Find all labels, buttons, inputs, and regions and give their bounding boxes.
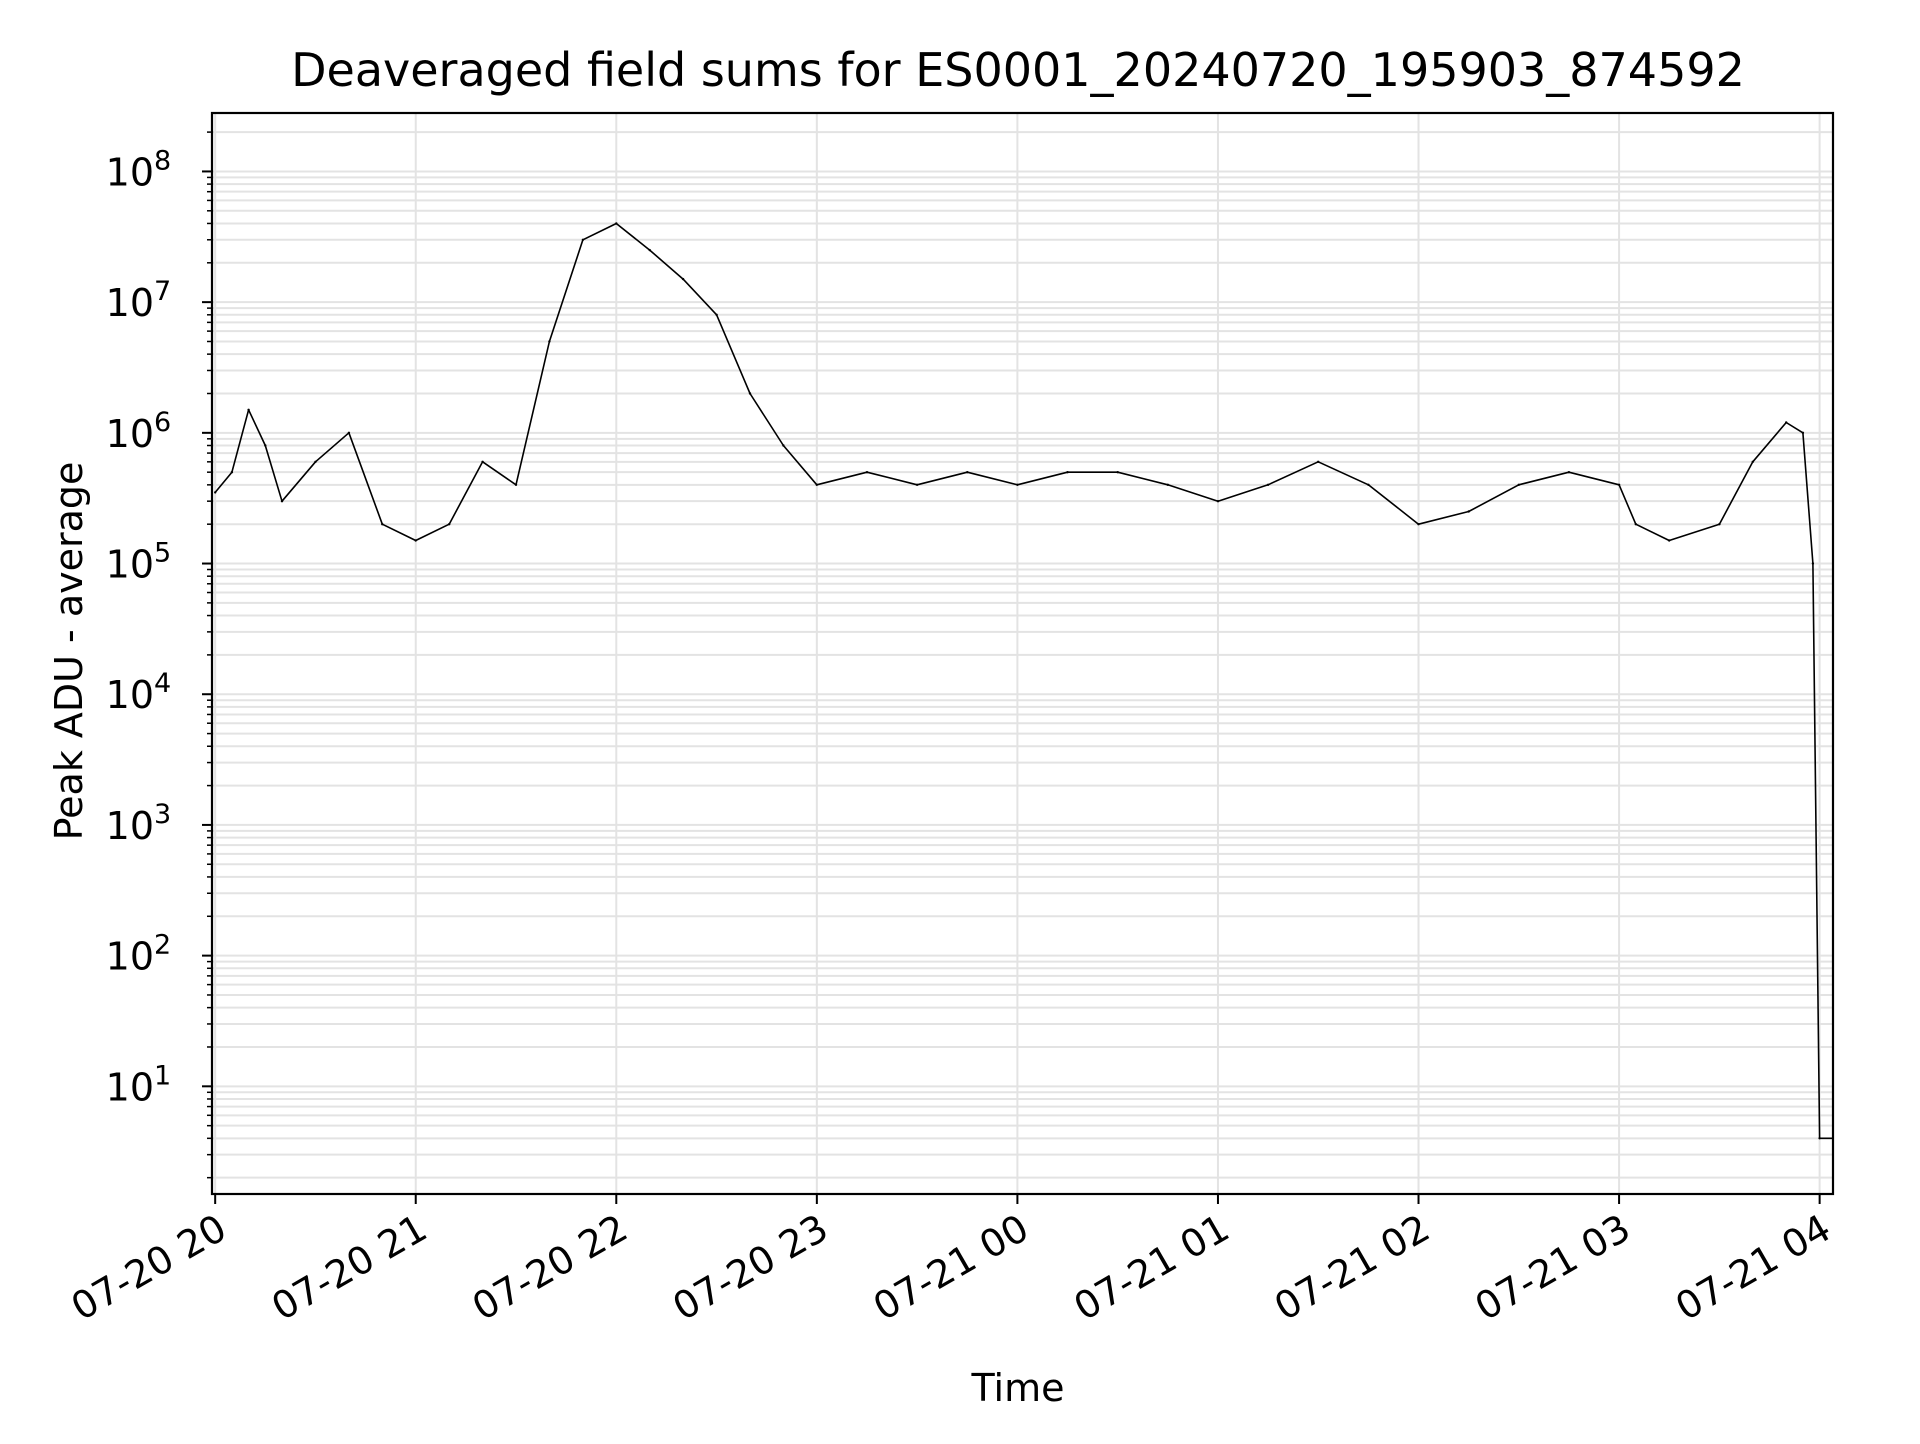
data-point [1718,523,1721,526]
data-point [1417,523,1420,526]
data-point [1801,431,1805,434]
x-tick-label: 07-20 21 [264,1206,434,1330]
x-tick-label: 07-20 20 [64,1206,234,1330]
data-point [648,248,651,252]
data-point [514,483,518,486]
data-point [314,460,317,463]
y-tick-exponent: 4 [154,668,171,699]
y-tick-label: 10 [106,412,154,456]
grid-lines [212,113,1833,1194]
y-tick-exponent: 5 [154,538,171,569]
data-point [1367,483,1370,486]
data-point [1116,471,1119,474]
data-point [1166,483,1170,486]
data-point [280,500,284,503]
y-tick-exponent: 6 [154,407,171,438]
data-point [1066,471,1069,474]
plot-area [214,222,1833,1140]
data-point [782,444,785,447]
data-point [214,491,217,494]
data-point [715,313,718,316]
data-point [815,483,818,486]
y-tick-exponent: 1 [154,1060,171,1091]
data-point [581,238,585,241]
y-tick-exponent: 2 [154,930,171,961]
data-point [1634,523,1638,526]
y-tick-label: 10 [106,1065,154,1109]
data-point [1266,483,1270,486]
data-point [1216,500,1220,503]
data-point [1818,1137,1821,1140]
y-tick-label: 10 [106,150,154,194]
data-point [681,277,685,281]
y-tick-label: 10 [106,935,154,979]
data-point [448,523,451,526]
data-point [966,471,969,474]
x-tick-label: 07-21 02 [1267,1206,1437,1330]
data-point [230,471,234,474]
data-point [1811,562,1815,565]
data-point [1317,460,1320,463]
data-point [1567,471,1571,474]
y-tick-label: 10 [106,804,154,848]
y-tick-exponent: 3 [154,799,171,830]
x-tick-label: 07-21 04 [1668,1206,1838,1330]
data-point [548,340,551,343]
data-point [347,431,351,434]
y-tick-label: 10 [106,281,154,325]
y-tick-exponent: 7 [154,276,171,307]
data-point [615,222,618,225]
x-tick-label: 07-20 23 [665,1206,835,1330]
data-point [1668,539,1671,542]
chart-title: Deaveraged field sums for ES0001_2024072… [291,43,1745,97]
y-tick-label: 10 [106,673,154,717]
data-point [1517,483,1521,486]
data-point [1751,460,1755,463]
y-tick-label: 10 [106,543,154,587]
data-point [247,408,250,411]
axes-frame [210,111,1835,1196]
data-point [414,539,417,542]
data-point [1785,421,1788,424]
data-point [381,523,384,526]
data-point [481,460,484,463]
x-axis-label: Time [971,1366,1065,1410]
data-point [915,483,919,486]
data-point [748,392,752,395]
data-point [1617,483,1621,486]
data-point [1467,510,1470,513]
x-axis: 07-20 20 07-20 21 07-20 22 07-20 23 07-21 00… [64,1194,1838,1329]
x-tick-label: 07-21 03 [1468,1206,1638,1330]
x-tick-label: 07-21 00 [866,1206,1036,1330]
data-point [865,471,869,474]
series-line [214,222,1833,1140]
data-point [1016,483,1019,486]
data-point [264,444,267,447]
x-tick-label: 07-20 22 [465,1206,635,1330]
y-axis-label: Peak ADU - average [47,462,91,841]
y-tick-exponent: 8 [154,145,171,176]
x-tick-label: 07-21 01 [1066,1206,1236,1330]
